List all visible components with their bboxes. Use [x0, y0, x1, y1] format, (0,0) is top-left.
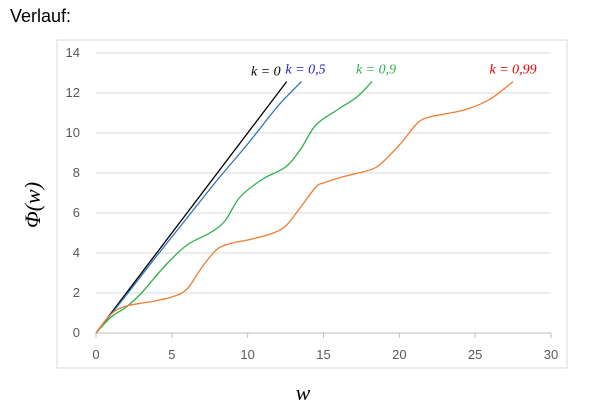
x-tick-label: 15	[316, 347, 330, 362]
y-tick-label: 0	[73, 325, 80, 340]
x-tick-label: 10	[240, 347, 254, 362]
series-label-1: k = 0,5	[285, 63, 325, 78]
x-tick-label: 20	[392, 347, 406, 362]
y-tick-label: 14	[66, 45, 80, 60]
y-axis-label: Φ(w)	[20, 182, 45, 228]
series-line-2	[95, 81, 373, 334]
chart-area-border	[56, 39, 568, 369]
page-heading: Verlauf:	[10, 6, 72, 26]
series-label-3: k = 0,99	[489, 63, 536, 78]
y-tick-label: 4	[73, 245, 80, 260]
x-tick-labels: 0 5 10 15 20 25 30	[92, 347, 558, 362]
y-tick-label: 6	[73, 205, 80, 220]
y-tick-label: 2	[73, 285, 80, 300]
x-tick-label: 5	[168, 347, 175, 362]
x-axis-label: w	[296, 380, 311, 405]
series-line-0	[95, 81, 288, 334]
series-line-3	[95, 81, 514, 334]
y-tick-label: 8	[73, 165, 80, 180]
series-labels: k = 0 k = 0,5 k = 0,9 k = 0,99	[251, 63, 537, 80]
series-line-1	[95, 81, 302, 334]
y-tick-label: 10	[66, 125, 80, 140]
series-label-2: k = 0,9	[356, 63, 396, 78]
y-tick-label: 12	[66, 85, 80, 100]
series-label-0: k = 0	[251, 65, 281, 80]
x-tick-label: 25	[468, 347, 482, 362]
series-lines	[95, 81, 514, 334]
x-axis	[95, 332, 552, 338]
gridlines	[96, 52, 551, 294]
x-tick-label: 30	[544, 347, 558, 362]
y-tick-labels: 0 2 4 6 8 10 12 14	[66, 45, 80, 340]
x-tick-label: 0	[92, 347, 99, 362]
